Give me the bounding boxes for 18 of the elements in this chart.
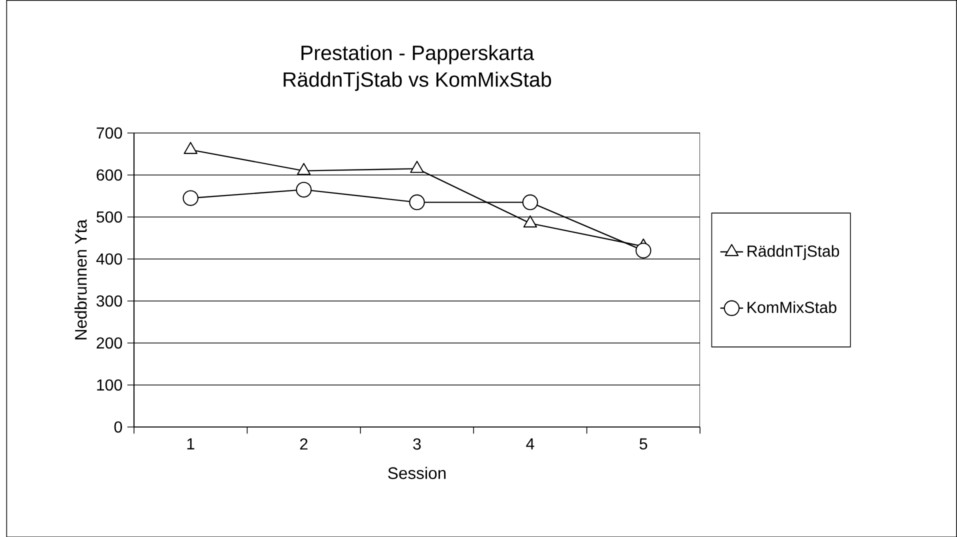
- y-axis-title: Nedbrunnen Yta: [74, 219, 87, 340]
- x-tick-label: 2: [300, 438, 308, 450]
- x-tick-label: 1: [187, 438, 194, 450]
- legend-label: RäddnTjStab: [748, 244, 840, 260]
- y-tick-label: 600: [96, 169, 122, 180]
- y-tick-label: 0: [114, 421, 122, 432]
- y-tick-label: 300: [96, 295, 122, 306]
- y-tick-label: 200: [96, 337, 122, 348]
- y-tick-label: 400: [96, 253, 122, 264]
- y-tick-label: 700: [96, 127, 122, 138]
- x-tick-label: 3: [413, 438, 421, 450]
- legend-label: KomMixStab: [748, 301, 836, 313]
- chart-title: Prestation - Papperskarta RäddnTjStab vs KomMixStab: [284, 44, 552, 91]
- x-tick-label: 4: [526, 438, 534, 450]
- x-tick-label: 5: [640, 438, 648, 450]
- y-tick-label: 100: [97, 379, 122, 390]
- x-axis-title: Session: [388, 466, 446, 479]
- y-tick-label: 500: [96, 211, 122, 222]
